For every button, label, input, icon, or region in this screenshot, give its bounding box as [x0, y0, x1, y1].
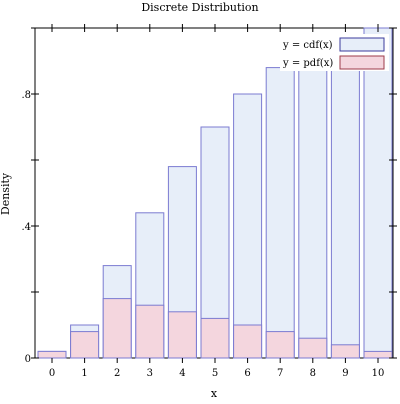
pdf-bar-3	[135, 304, 165, 359]
legend-label-cdf: y = cdf(x)	[282, 40, 333, 51]
x-tick-label-8: 8	[310, 368, 316, 379]
x-tick-label-6: 6	[244, 368, 250, 379]
cdf-bar-9	[330, 34, 360, 359]
x-tick-label-3: 3	[147, 368, 153, 379]
y-tick-label-.4: .4	[21, 222, 31, 233]
pdf-bar-9	[330, 344, 360, 359]
x-tick-label-5: 5	[212, 368, 218, 379]
pdf-bar-5	[200, 317, 230, 359]
legend-label-pdf: y = pdf(x)	[282, 58, 333, 69]
ticks-layer: 0 1 2 3 4 5 6 7 8 9 10 0 .4 .8	[21, 24, 397, 379]
pdf-bar-6	[233, 324, 263, 359]
cdf-bar-8	[298, 47, 328, 359]
pdf-bar-7	[265, 331, 295, 359]
y-tick-label-.8: .8	[21, 90, 31, 101]
pdf-bar-1	[70, 331, 100, 359]
cdf-bar-7	[265, 67, 295, 359]
chart-title: Discrete Distribution	[141, 1, 258, 14]
x-tick-label-2: 2	[114, 368, 120, 379]
x-tick-label-1: 1	[81, 368, 87, 379]
x-tick-label-4: 4	[179, 368, 185, 379]
legend: y = cdf(x) y = pdf(x)	[280, 34, 389, 71]
pdf-bar-2	[102, 298, 132, 359]
pdf-bar-4	[167, 311, 197, 359]
pdf-bar-0	[37, 350, 67, 359]
bars-layer	[37, 27, 393, 359]
x-axis-label: x	[211, 387, 218, 400]
cdf-bar-6	[233, 93, 263, 359]
pdf-bar-8	[298, 337, 328, 359]
x-tick-label-10: 10	[372, 368, 385, 379]
legend-swatch-pdf	[339, 55, 385, 70]
legend-swatch-cdf	[339, 37, 385, 52]
y-tick-label-0: 0	[25, 354, 31, 365]
x-tick-label-7: 7	[277, 368, 283, 379]
cdf-bar-10	[363, 27, 393, 359]
x-tick-label-0: 0	[49, 368, 55, 379]
x-tick-label-9: 9	[342, 368, 348, 379]
y-axis-label: Density	[0, 172, 12, 215]
pdf-bar-10	[363, 350, 393, 359]
